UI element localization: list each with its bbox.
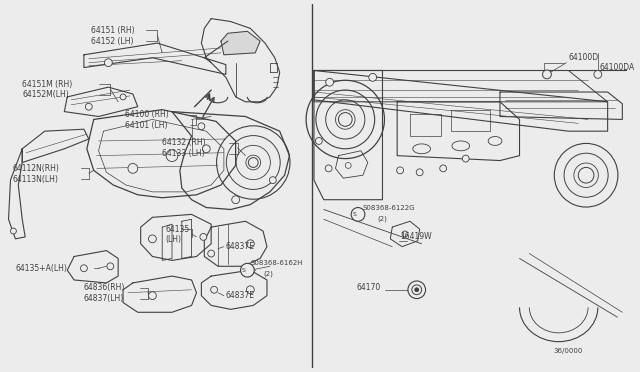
Circle shape bbox=[594, 70, 602, 78]
Text: 64151 (RH): 64151 (RH) bbox=[91, 26, 134, 35]
Polygon shape bbox=[65, 87, 138, 116]
Circle shape bbox=[543, 70, 551, 79]
Circle shape bbox=[412, 285, 422, 295]
Polygon shape bbox=[87, 110, 236, 198]
Text: 64112N(RH): 64112N(RH) bbox=[12, 164, 60, 173]
Polygon shape bbox=[67, 251, 118, 283]
Polygon shape bbox=[500, 92, 622, 119]
Polygon shape bbox=[410, 113, 441, 136]
Polygon shape bbox=[390, 221, 420, 247]
Text: 16419W: 16419W bbox=[400, 232, 432, 241]
Text: 64151M (RH): 64151M (RH) bbox=[22, 80, 72, 89]
Circle shape bbox=[415, 288, 419, 292]
Text: 64135+A(LH): 64135+A(LH) bbox=[15, 264, 67, 273]
Text: S08368-6122G: S08368-6122G bbox=[363, 205, 415, 211]
Circle shape bbox=[402, 231, 408, 237]
Text: (LH): (LH) bbox=[165, 235, 181, 244]
Text: 64133 (LH): 64133 (LH) bbox=[162, 149, 205, 158]
Circle shape bbox=[346, 163, 351, 169]
Polygon shape bbox=[221, 31, 260, 55]
Circle shape bbox=[166, 150, 178, 161]
Circle shape bbox=[148, 235, 156, 243]
Text: 64152 (LH): 64152 (LH) bbox=[91, 36, 133, 46]
Polygon shape bbox=[314, 70, 383, 200]
Text: 64837E: 64837E bbox=[226, 242, 255, 251]
Polygon shape bbox=[451, 110, 490, 131]
Polygon shape bbox=[202, 270, 267, 310]
Text: (2): (2) bbox=[263, 271, 273, 278]
Circle shape bbox=[128, 163, 138, 173]
Circle shape bbox=[462, 155, 469, 162]
Circle shape bbox=[81, 265, 87, 272]
Circle shape bbox=[241, 263, 254, 277]
Polygon shape bbox=[270, 62, 276, 73]
Circle shape bbox=[232, 196, 239, 203]
Circle shape bbox=[397, 167, 404, 174]
Polygon shape bbox=[162, 224, 172, 260]
Text: S: S bbox=[352, 212, 356, 217]
Polygon shape bbox=[141, 214, 211, 260]
Circle shape bbox=[200, 234, 207, 240]
Text: 64100 (RH): 64100 (RH) bbox=[125, 110, 169, 119]
Text: 64170: 64170 bbox=[356, 283, 380, 292]
Text: (2): (2) bbox=[378, 215, 387, 222]
Circle shape bbox=[440, 165, 447, 172]
Text: 64837E: 64837E bbox=[226, 291, 255, 300]
Polygon shape bbox=[8, 149, 25, 239]
Circle shape bbox=[246, 286, 254, 294]
Text: 64836(RH): 64836(RH) bbox=[84, 283, 125, 292]
Circle shape bbox=[148, 292, 156, 299]
Text: 64152M(LH): 64152M(LH) bbox=[22, 90, 69, 99]
Circle shape bbox=[269, 177, 276, 183]
Text: 64113N(LH): 64113N(LH) bbox=[12, 174, 58, 184]
Circle shape bbox=[416, 169, 423, 176]
Circle shape bbox=[10, 228, 17, 234]
Polygon shape bbox=[314, 70, 607, 131]
Circle shape bbox=[104, 59, 112, 67]
Circle shape bbox=[107, 263, 114, 270]
Polygon shape bbox=[84, 43, 226, 74]
Circle shape bbox=[316, 138, 323, 144]
Polygon shape bbox=[172, 112, 289, 209]
Circle shape bbox=[246, 240, 254, 248]
Text: 64132 (RH): 64132 (RH) bbox=[162, 138, 206, 147]
Circle shape bbox=[208, 250, 214, 257]
Polygon shape bbox=[204, 221, 267, 266]
Circle shape bbox=[369, 73, 376, 81]
Polygon shape bbox=[182, 219, 191, 259]
Circle shape bbox=[325, 165, 332, 172]
Text: 64100DA: 64100DA bbox=[600, 63, 635, 72]
Text: 64135: 64135 bbox=[165, 225, 189, 234]
Circle shape bbox=[326, 78, 333, 86]
Text: 64101 (LH): 64101 (LH) bbox=[125, 121, 168, 130]
Circle shape bbox=[85, 103, 92, 110]
Circle shape bbox=[202, 145, 210, 153]
Polygon shape bbox=[123, 276, 196, 312]
Text: 64100D: 64100D bbox=[568, 53, 598, 62]
Polygon shape bbox=[335, 151, 368, 178]
Circle shape bbox=[120, 94, 126, 100]
Circle shape bbox=[351, 208, 365, 221]
Polygon shape bbox=[202, 19, 280, 102]
Circle shape bbox=[211, 286, 218, 293]
Circle shape bbox=[408, 281, 426, 299]
Polygon shape bbox=[22, 129, 89, 163]
Polygon shape bbox=[314, 70, 607, 102]
Circle shape bbox=[248, 158, 258, 167]
Circle shape bbox=[579, 167, 594, 183]
Text: 64837(LH): 64837(LH) bbox=[84, 294, 124, 303]
Text: S: S bbox=[241, 268, 245, 273]
Text: 36/0000: 36/0000 bbox=[554, 349, 583, 355]
Polygon shape bbox=[397, 102, 520, 161]
Circle shape bbox=[198, 123, 205, 130]
Circle shape bbox=[339, 113, 352, 126]
Polygon shape bbox=[99, 119, 224, 192]
Text: S08368-6162H: S08368-6162H bbox=[250, 260, 303, 266]
